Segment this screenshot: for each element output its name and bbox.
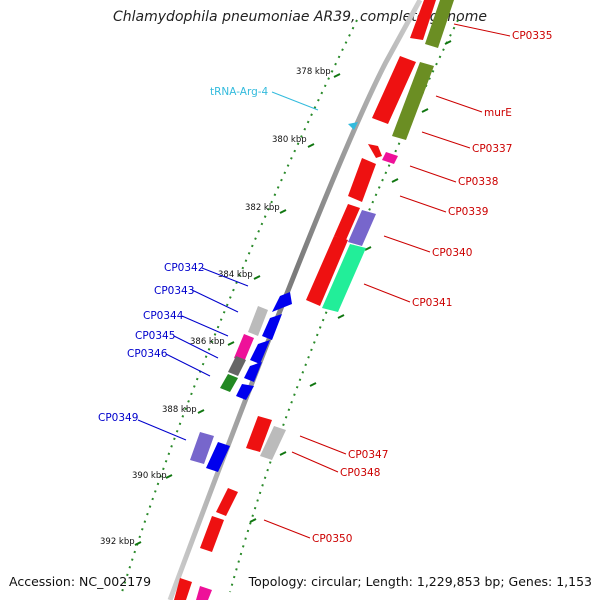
label-cp0341[interactable]: CP0341 [412, 297, 452, 309]
tick-388: 388 kbp [162, 405, 205, 415]
gene-bottom-a-shape[interactable] [174, 578, 192, 600]
gene-cp0350a-shape[interactable] [216, 488, 238, 516]
reverse-genes [190, 292, 292, 472]
svg-text:392 kbp: 392 kbp [100, 537, 135, 547]
outer-guide-track [121, 19, 358, 593]
gene-cp0339-shape[interactable] [348, 158, 376, 202]
genome-backbone [167, 0, 423, 600]
gene-cp0340b-shape[interactable] [348, 210, 376, 246]
label-cp0349[interactable]: CP0349 [98, 412, 138, 424]
gene-cp0346b-shape[interactable] [220, 374, 238, 392]
gene-cp0340-shape[interactable] [334, 204, 360, 240]
label-cp0337[interactable]: CP0337 [472, 143, 512, 155]
gene-cp0344b-shape[interactable] [234, 334, 254, 362]
label-cp0345[interactable]: CP0345 [135, 330, 175, 342]
accession-text: Accession: NC_002179 [9, 574, 152, 589]
gene-cp0343-shape[interactable] [262, 314, 282, 340]
gene-cp0341-shape[interactable] [306, 236, 348, 306]
label-trna-arg-4[interactable]: tRNA-Arg-4 [210, 86, 269, 98]
gene-cp0345b-shape[interactable] [228, 356, 246, 376]
tick-392: 392 kbp [100, 537, 142, 547]
map-title: Chlamydophila pneumoniae AR39, complete … [113, 9, 487, 25]
forward-genes [174, 0, 454, 600]
tick-378: 378 kbp [296, 67, 341, 78]
gene-cp0350b-shape[interactable] [200, 516, 224, 552]
tick-386: 386 kbp [190, 337, 235, 347]
label-cp0338[interactable]: CP0338 [458, 176, 498, 188]
gene-cp0341b-shape[interactable] [322, 244, 366, 312]
coordinate-ticks: 378 kbp 380 kbp 382 kbp 384 kbp 386 kbp … [100, 40, 452, 547]
topology-text: Topology: circular; Length: 1,229,853 bp… [248, 574, 592, 589]
gene-cp0349-shape[interactable] [190, 432, 214, 464]
svg-text:384 kbp: 384 kbp [218, 270, 253, 280]
gene-cp0342-shape[interactable] [272, 292, 292, 312]
label-cp0344[interactable]: CP0344 [143, 310, 184, 322]
label-cp0340[interactable]: CP0340 [432, 247, 472, 259]
label-cp0350[interactable]: CP0350 [312, 533, 352, 545]
tick-390: 390 kbp [132, 471, 173, 481]
label-cp0342[interactable]: CP0342 [164, 262, 204, 274]
label-mure[interactable]: murE [484, 107, 512, 119]
gene-bottom-b-shape[interactable] [196, 586, 212, 600]
gene-cp0343b-shape[interactable] [248, 306, 268, 336]
gene-labels: CP0335 murE CP0337 CP0338 CP0339 CP0340 … [98, 30, 552, 545]
gene-mure-b-shape[interactable] [392, 62, 434, 140]
gene-cp0346-shape[interactable] [236, 384, 254, 400]
label-cp0346[interactable]: CP0346 [127, 348, 168, 360]
gene-cp0347-shape[interactable] [246, 416, 272, 452]
label-cp0347[interactable]: CP0347 [348, 449, 388, 461]
svg-text:380 kbp: 380 kbp [272, 135, 307, 145]
gene-cp0349b-shape[interactable] [206, 442, 230, 472]
gene-cp0335-shape[interactable] [410, 0, 436, 40]
gene-cp0338-shape[interactable] [382, 152, 398, 164]
label-leaders [137, 23, 511, 539]
label-cp0348[interactable]: CP0348 [340, 467, 380, 479]
gene-mure-shape[interactable] [372, 56, 416, 124]
gene-cp0335b-shape[interactable] [425, 0, 454, 48]
gene-cp0344-shape[interactable] [250, 340, 270, 364]
gene-cp0345-shape[interactable] [244, 362, 262, 382]
svg-text:388 kbp: 388 kbp [162, 405, 197, 415]
svg-text:390 kbp: 390 kbp [132, 471, 167, 481]
svg-text:386 kbp: 386 kbp [190, 337, 225, 347]
label-cp0335[interactable]: CP0335 [512, 30, 552, 42]
label-cp0343[interactable]: CP0343 [154, 285, 194, 297]
trna-arg-4-marker[interactable] [348, 122, 358, 130]
gene-cp0348-shape[interactable] [260, 426, 286, 460]
tick-382: 382 kbp [245, 203, 287, 214]
tick-384: 384 kbp [218, 270, 261, 280]
tick-380: 380 kbp [272, 135, 315, 148]
label-cp0339[interactable]: CP0339 [448, 206, 488, 218]
gene-cp0337-shape[interactable] [368, 144, 382, 158]
svg-text:382 kbp: 382 kbp [245, 203, 280, 213]
svg-text:378 kbp: 378 kbp [296, 67, 331, 77]
